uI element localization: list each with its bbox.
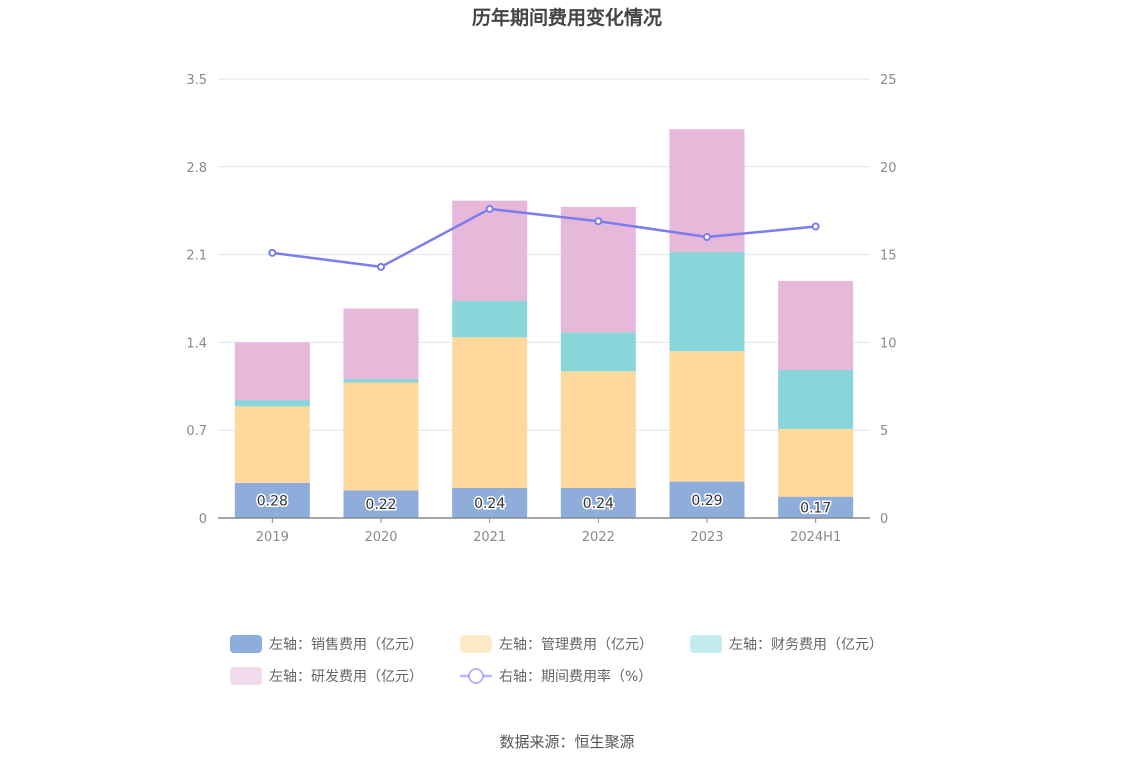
x-axis-tick: 2024H1 <box>790 530 841 545</box>
legend-item[interactable]: 左轴：财务费用（亿元） <box>690 635 883 653</box>
bar-segment <box>343 382 419 491</box>
bar-segment <box>234 400 310 407</box>
bar-segment <box>452 487 528 518</box>
bar-segment <box>343 308 419 379</box>
bar-segment <box>452 337 528 488</box>
bar-segment <box>560 371 636 488</box>
legend-item[interactable]: 左轴：销售费用（亿元） <box>230 635 423 653</box>
rate-line-point <box>594 217 603 226</box>
grid <box>218 78 870 431</box>
bar-segment <box>778 280 854 370</box>
legend-label: 左轴：销售费用（亿元） <box>269 637 423 653</box>
left-axis-tick: 3.5 <box>186 73 207 88</box>
bar-segment <box>452 200 528 302</box>
bar-segment <box>343 490 419 518</box>
rate-line-point <box>485 204 494 213</box>
right-axis-tick: 10 <box>880 336 897 351</box>
bar-segment <box>560 332 636 372</box>
x-axis-tick: 2021 <box>473 530 506 545</box>
x-axis-tick: 2023 <box>690 530 723 545</box>
legend[interactable]: 左轴：销售费用（亿元） 左轴：管理费用（亿元） 左轴：财务费用（亿元） 左轴：研发费用… <box>230 635 883 685</box>
rate-line-point <box>268 248 277 257</box>
rate-line-point <box>377 262 385 271</box>
axes: 0 0 0.7 5 1.4 10 2.1 15 2.8 20 3.5 25 2019 2020 2021 20… <box>186 73 896 545</box>
data-labels: 0.28 0.22 0.24 0.24 0.29 0.17 <box>255 491 833 518</box>
legend-item[interactable]: 右轴：期间费用率（%） <box>460 668 652 685</box>
legend-swatch <box>460 635 492 653</box>
rate-line-path <box>272 207 816 269</box>
bar-segment <box>234 482 310 518</box>
x-axis-tick: 2020 <box>364 530 397 545</box>
left-axis-tick: 1.4 <box>186 336 207 351</box>
chart-title: 历年期间费用变化情况 <box>472 6 662 29</box>
legend-label: 左轴：管理费用（亿元） <box>499 637 653 653</box>
left-axis-tick: 2.8 <box>186 161 207 176</box>
data-label: 0.17 <box>800 500 831 516</box>
bar-segment <box>560 487 636 518</box>
data-label: 0.29 <box>691 493 722 509</box>
bar-segment <box>560 206 636 333</box>
rate-line-point <box>703 233 711 242</box>
x-axis-tick: 2022 <box>582 530 615 545</box>
bar-segment <box>669 129 745 253</box>
bar-segment <box>669 481 745 518</box>
bar-segment <box>778 496 854 518</box>
legend-item[interactable]: 左轴：管理费用（亿元） <box>460 635 653 653</box>
legend-item[interactable]: 左轴：研发费用（亿元） <box>230 667 423 685</box>
right-axis-tick: 5 <box>880 424 888 439</box>
bar-segment <box>343 378 419 383</box>
bar-segment <box>234 406 310 483</box>
right-axis-tick: 0 <box>880 512 888 527</box>
legend-swatch-marker <box>468 668 484 684</box>
x-axis-tick: 2019 <box>256 530 289 545</box>
bar-segment <box>778 369 854 429</box>
bar-segment <box>669 351 745 482</box>
bar-segment <box>452 301 528 338</box>
right-axis-tick: 20 <box>880 161 897 176</box>
legend-label: 右轴：期间费用率（%） <box>499 668 652 685</box>
legend-swatch <box>690 635 722 653</box>
legend-label: 左轴：财务费用（亿元） <box>729 637 883 653</box>
data-label: 0.24 <box>583 496 614 512</box>
right-axis-tick: 25 <box>880 73 897 88</box>
data-label: 0.28 <box>257 493 288 509</box>
left-axis-tick: 0.7 <box>186 424 207 439</box>
data-label: 0.24 <box>474 496 505 512</box>
left-axis-tick: 0 <box>199 512 207 527</box>
data-label: 0.22 <box>365 497 396 513</box>
bars <box>234 129 854 518</box>
bar-segment <box>669 252 745 352</box>
right-axis-tick: 15 <box>880 249 897 264</box>
source-note: 数据来源：恒生聚源 <box>499 733 634 751</box>
legend-swatch <box>230 635 262 653</box>
bar-segment <box>778 428 854 497</box>
bar-segment <box>234 342 310 401</box>
rate-line-point <box>811 222 820 231</box>
legend-label: 左轴：研发费用（亿元） <box>269 669 423 685</box>
left-axis-tick: 2.1 <box>186 249 207 264</box>
legend-swatch <box>230 667 262 685</box>
rate-line <box>268 204 820 271</box>
